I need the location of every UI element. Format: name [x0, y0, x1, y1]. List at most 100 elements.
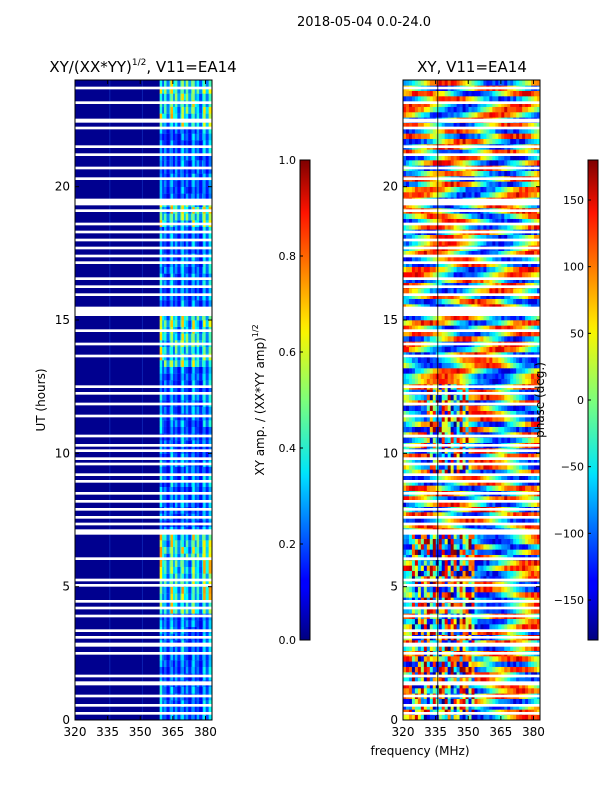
- amp-cell: [194, 346, 198, 354]
- phase-cell: [534, 586, 538, 593]
- phase-cell: [513, 362, 517, 369]
- phase-cell: [513, 378, 517, 385]
- phase-cell: [513, 426, 517, 433]
- phase-cell: [507, 373, 511, 379]
- phase-cell: [441, 373, 446, 379]
- phase-cell: [477, 618, 481, 625]
- amp-flagged-row: [75, 584, 212, 587]
- phase-cell: [459, 501, 463, 507]
- phase-cell: [528, 704, 532, 710]
- amp-cell: [194, 313, 198, 321]
- phase-cell: [525, 677, 529, 683]
- amp-cell: [205, 193, 209, 201]
- phase-cell: [459, 517, 463, 523]
- phase-cell: [510, 544, 514, 550]
- phase-cell: [474, 544, 478, 550]
- phase-cell: [456, 704, 460, 710]
- amp-cell: [183, 240, 187, 247]
- phase-cell: [465, 378, 469, 385]
- phase-cell: [483, 602, 487, 609]
- phase-cell: [492, 602, 496, 609]
- phase-cell: [528, 416, 532, 422]
- phase-cell: [498, 426, 502, 433]
- phase-cell: [471, 469, 475, 475]
- phase-cell: [501, 453, 505, 459]
- phase-cell: [414, 698, 419, 705]
- phase-cell: [453, 437, 458, 443]
- phase-cell: [438, 586, 443, 593]
- phase-cell: [501, 416, 505, 422]
- phase-cell: [471, 426, 475, 433]
- amp-flagged-row: [75, 209, 212, 212]
- phase-cell: [444, 378, 449, 385]
- amp-cell: [199, 473, 203, 481]
- phase-cell: [528, 474, 532, 481]
- phase-cell: [531, 538, 535, 545]
- phase-cell: [411, 378, 416, 385]
- phase-cell: [507, 421, 511, 427]
- phase-cell: [417, 645, 422, 651]
- phase-cell: [510, 496, 514, 502]
- amp-flagged-row: [75, 118, 212, 123]
- amp-cell: [162, 293, 166, 301]
- amp-cell: [162, 500, 166, 507]
- phase-cell: [471, 618, 475, 625]
- phase-cell: [420, 405, 425, 411]
- phase-cell: [516, 410, 520, 417]
- phase-cell: [528, 688, 532, 694]
- phase-cell: [531, 533, 535, 539]
- phase-cell: [489, 560, 493, 566]
- phase-cell: [420, 704, 425, 710]
- amp-cell: [183, 426, 187, 434]
- amp-cell: [166, 420, 170, 427]
- amp-flagged-row: [75, 434, 212, 438]
- phase-cell: [414, 602, 419, 609]
- phase-cell: [405, 565, 410, 571]
- phase-cell: [447, 704, 452, 710]
- phase-cell: [531, 698, 535, 705]
- amp-x-tick-label: 320: [64, 725, 87, 739]
- phase-cell: [462, 378, 466, 385]
- phase-cell: [498, 368, 502, 374]
- phase-cell: [420, 416, 425, 422]
- phase-cell: [432, 480, 437, 486]
- phase-cell: [465, 608, 469, 614]
- phase-cell: [408, 501, 413, 507]
- phase-cell: [480, 410, 484, 417]
- amp-cell: [188, 620, 192, 627]
- phase-cell: [477, 437, 481, 443]
- amp-cell: [173, 660, 177, 667]
- phase-cell: [444, 682, 449, 689]
- phase-cell: [417, 357, 422, 363]
- phase-cell: [486, 437, 490, 443]
- phase-cell: [507, 437, 511, 443]
- phase-cell: [486, 666, 490, 673]
- amp-cell: [205, 106, 209, 114]
- phase-cell: [531, 464, 535, 470]
- amp-cell: [188, 226, 192, 234]
- amp-cell: [205, 346, 209, 354]
- phase-cell: [429, 464, 434, 470]
- phase-cell: [420, 378, 425, 385]
- amp-cell: [173, 700, 177, 707]
- phase-cell: [486, 458, 490, 465]
- phase-cell: [528, 368, 532, 374]
- amp-cell: [199, 193, 203, 201]
- phase-cell: [474, 416, 478, 422]
- amp-cell: [188, 153, 192, 161]
- phase-cell: [420, 656, 425, 662]
- phase-cell: [408, 570, 413, 577]
- phase-cell: [456, 362, 460, 369]
- phase-cell: [519, 437, 523, 443]
- phase-cell: [471, 629, 475, 635]
- phase-cell: [447, 373, 452, 379]
- phase-cell: [444, 688, 449, 694]
- phase-cell: [492, 544, 496, 550]
- amp-cell: [162, 686, 166, 694]
- phase-cell: [531, 522, 535, 529]
- amp-cell: [173, 146, 177, 154]
- phase-cell: [429, 421, 434, 427]
- phase-cell: [492, 688, 496, 694]
- phase-cell: [459, 592, 463, 598]
- amp-cell: [177, 313, 181, 321]
